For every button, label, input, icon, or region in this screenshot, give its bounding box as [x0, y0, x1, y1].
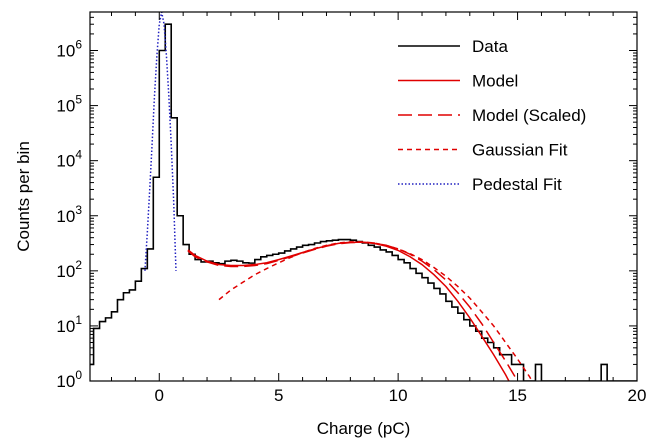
y-tick-label: 104 — [56, 148, 82, 171]
axis-ticks: 0 5 10 15 20 100 101 102 103 104 105 106 — [56, 11, 647, 405]
y-tick-label: 100 — [56, 368, 82, 391]
series-pedestal-fit — [144, 12, 177, 271]
y-tick-label: 105 — [56, 93, 82, 116]
y-tick-label: 103 — [56, 203, 82, 226]
series-model-scaled — [187, 241, 519, 381]
legend-label: Data — [472, 37, 508, 56]
y-tick-label: 102 — [56, 258, 82, 281]
y-axis-label: Counts per bin — [14, 141, 33, 252]
x-tick-label: 5 — [274, 386, 283, 405]
y-tick-label: 101 — [56, 313, 82, 336]
x-tick-label: 0 — [155, 386, 164, 405]
x-tick-label: 15 — [508, 386, 527, 405]
series-data — [90, 23, 637, 381]
x-tick-label: 20 — [628, 386, 647, 405]
legend-label: Gaussian Fit — [472, 141, 568, 160]
y-tick-label: 106 — [56, 38, 82, 61]
x-tick-label: 10 — [389, 386, 408, 405]
series-gaussian-fit — [218, 241, 533, 381]
legend-label: Model — [472, 72, 518, 91]
legend-label: Pedestal Fit — [472, 175, 562, 194]
legend: Data Model Model (Scaled) Gaussian Fit Pedes… — [398, 37, 586, 194]
x-axis-label: Charge (pC) — [317, 419, 411, 438]
legend-label: Model (Scaled) — [472, 106, 586, 125]
series-layer — [90, 12, 637, 381]
plot-frame — [89, 11, 638, 382]
